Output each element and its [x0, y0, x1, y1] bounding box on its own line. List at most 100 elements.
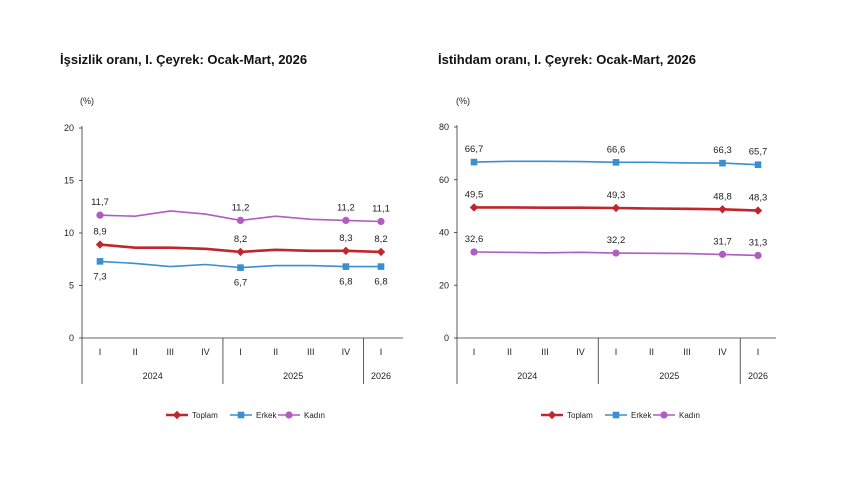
employment-chart: İstihdam oranı, I. Çeyrek: Ocak-Mart, 20…	[438, 52, 776, 420]
y-tick-label: 20	[439, 280, 449, 290]
y-tick-label: 0	[69, 333, 74, 343]
data-point-marker	[342, 263, 350, 270]
legend-marker	[285, 411, 293, 419]
legend-marker	[172, 410, 182, 420]
data-label: 7,3	[93, 271, 106, 282]
x-year-label: 2024	[517, 371, 537, 381]
data-label: 66,3	[713, 145, 732, 156]
x-quarter-label: I	[239, 347, 242, 357]
legend-entry-kadın: Kadın	[278, 411, 325, 420]
data-label: 6,8	[339, 277, 352, 288]
data-label: 66,7	[465, 144, 484, 155]
unemployment-chart: İşsizlik oranı, I. Çeyrek: Ocak-Mart, 20…	[60, 52, 403, 420]
legend-marker	[547, 410, 557, 420]
x-quarter-label: I	[615, 347, 618, 357]
y-unit-label: (%)	[456, 96, 470, 106]
legend-label: Toplam	[192, 411, 218, 420]
data-label: 11,7	[91, 197, 109, 208]
x-quarter-label: III	[541, 347, 549, 357]
data-label: 11,2	[232, 202, 250, 213]
legend-entry-erkek: Erkek	[605, 411, 652, 420]
y-tick-label: 10	[64, 228, 74, 238]
data-point-marker	[377, 217, 385, 226]
data-point-marker	[236, 247, 245, 257]
y-unit-label: (%)	[80, 96, 94, 106]
data-point-marker	[718, 250, 727, 258]
data-label: 8,9	[93, 227, 106, 238]
legend-label: Erkek	[256, 411, 277, 420]
chart-title: İşsizlik oranı, I. Çeyrek: Ocak-Mart, 20…	[60, 52, 307, 67]
legend-marker	[660, 411, 668, 419]
x-year-label: 2025	[283, 371, 303, 381]
x-quarter-label: III	[307, 347, 315, 357]
data-label: 8,2	[234, 234, 247, 245]
chart-title: İstihdam oranı, I. Çeyrek: Ocak-Mart, 20…	[438, 52, 696, 67]
series-toplam: 49,5 49,3 48,8 48,3	[465, 189, 767, 215]
x-year-label: 2026	[371, 371, 391, 381]
series-kadın: 11,7 11,2 11,2 11,1	[91, 197, 390, 226]
y-tick-label: 60	[439, 175, 449, 185]
data-label: 49,3	[607, 190, 626, 201]
data-point-marker	[377, 263, 385, 270]
y-tick-label: 20	[64, 123, 74, 133]
data-label: 11,1	[372, 203, 390, 214]
x-quarter-label: II	[133, 347, 138, 357]
data-point-marker	[612, 159, 620, 166]
legend-label: Kadın	[304, 411, 325, 420]
x-quarter-label: IV	[342, 347, 351, 357]
legend-entry-erkek: Erkek	[230, 411, 277, 420]
data-point-marker	[95, 240, 105, 249]
data-label: 6,8	[374, 277, 387, 288]
data-label: 31,3	[749, 237, 768, 248]
data-point-marker	[96, 211, 104, 219]
series-erkek: 66,7 66,6 66,3 65,7	[465, 144, 767, 169]
legend-label: Toplam	[567, 411, 593, 420]
legend-marker	[237, 411, 245, 419]
x-quarter-label: IV	[201, 347, 210, 357]
x-quarter-label: II	[273, 347, 278, 357]
data-label: 32,2	[607, 235, 626, 246]
x-quarter-label: IV	[576, 347, 585, 357]
series-erkek: 7,3 6,7 6,8 6,8	[93, 258, 388, 289]
data-point-marker	[611, 203, 621, 213]
series-toplam: 8,9 8,2 8,3 8,2	[93, 227, 388, 257]
data-point-marker	[96, 258, 104, 265]
data-label: 8,3	[339, 233, 352, 244]
data-label: 48,8	[713, 191, 732, 202]
data-point-marker	[754, 161, 762, 169]
legend-label: Erkek	[631, 411, 652, 420]
legend-entry-kadın: Kadın	[653, 411, 700, 420]
x-quarter-label: III	[166, 347, 174, 357]
data-point-marker	[718, 205, 727, 214]
data-point-marker	[470, 158, 478, 166]
x-year-label: 2024	[143, 371, 163, 381]
data-point-marker	[469, 203, 479, 212]
y-tick-label: 15	[64, 176, 74, 186]
x-quarter-label: III	[683, 347, 691, 357]
data-point-marker	[342, 216, 350, 224]
legend-marker	[612, 411, 620, 419]
data-point-marker	[341, 246, 351, 256]
x-quarter-label: IV	[718, 347, 727, 357]
legend-label: Kadın	[679, 411, 700, 420]
data-point-marker	[753, 206, 763, 215]
x-quarter-label: I	[473, 347, 476, 357]
x-quarter-label: I	[99, 347, 102, 357]
x-quarter-label: I	[380, 347, 383, 357]
series-kadın: 32,6 32,2 31,7 31,3	[465, 234, 768, 260]
legend-entry-toplam: Toplam	[541, 410, 593, 420]
data-label: 11,2	[337, 202, 355, 213]
data-point-marker	[612, 249, 620, 257]
data-label: 32,6	[465, 234, 484, 245]
data-label: 49,5	[465, 189, 484, 200]
data-point-marker	[470, 248, 478, 256]
y-tick-label: 5	[69, 281, 74, 291]
data-label: 31,7	[713, 236, 732, 247]
data-point-marker	[236, 216, 245, 224]
y-tick-label: 80	[439, 122, 449, 132]
x-year-label: 2025	[659, 371, 679, 381]
data-label: 66,6	[607, 144, 626, 155]
data-label: 8,2	[374, 234, 387, 245]
data-label: 6,7	[234, 278, 247, 289]
